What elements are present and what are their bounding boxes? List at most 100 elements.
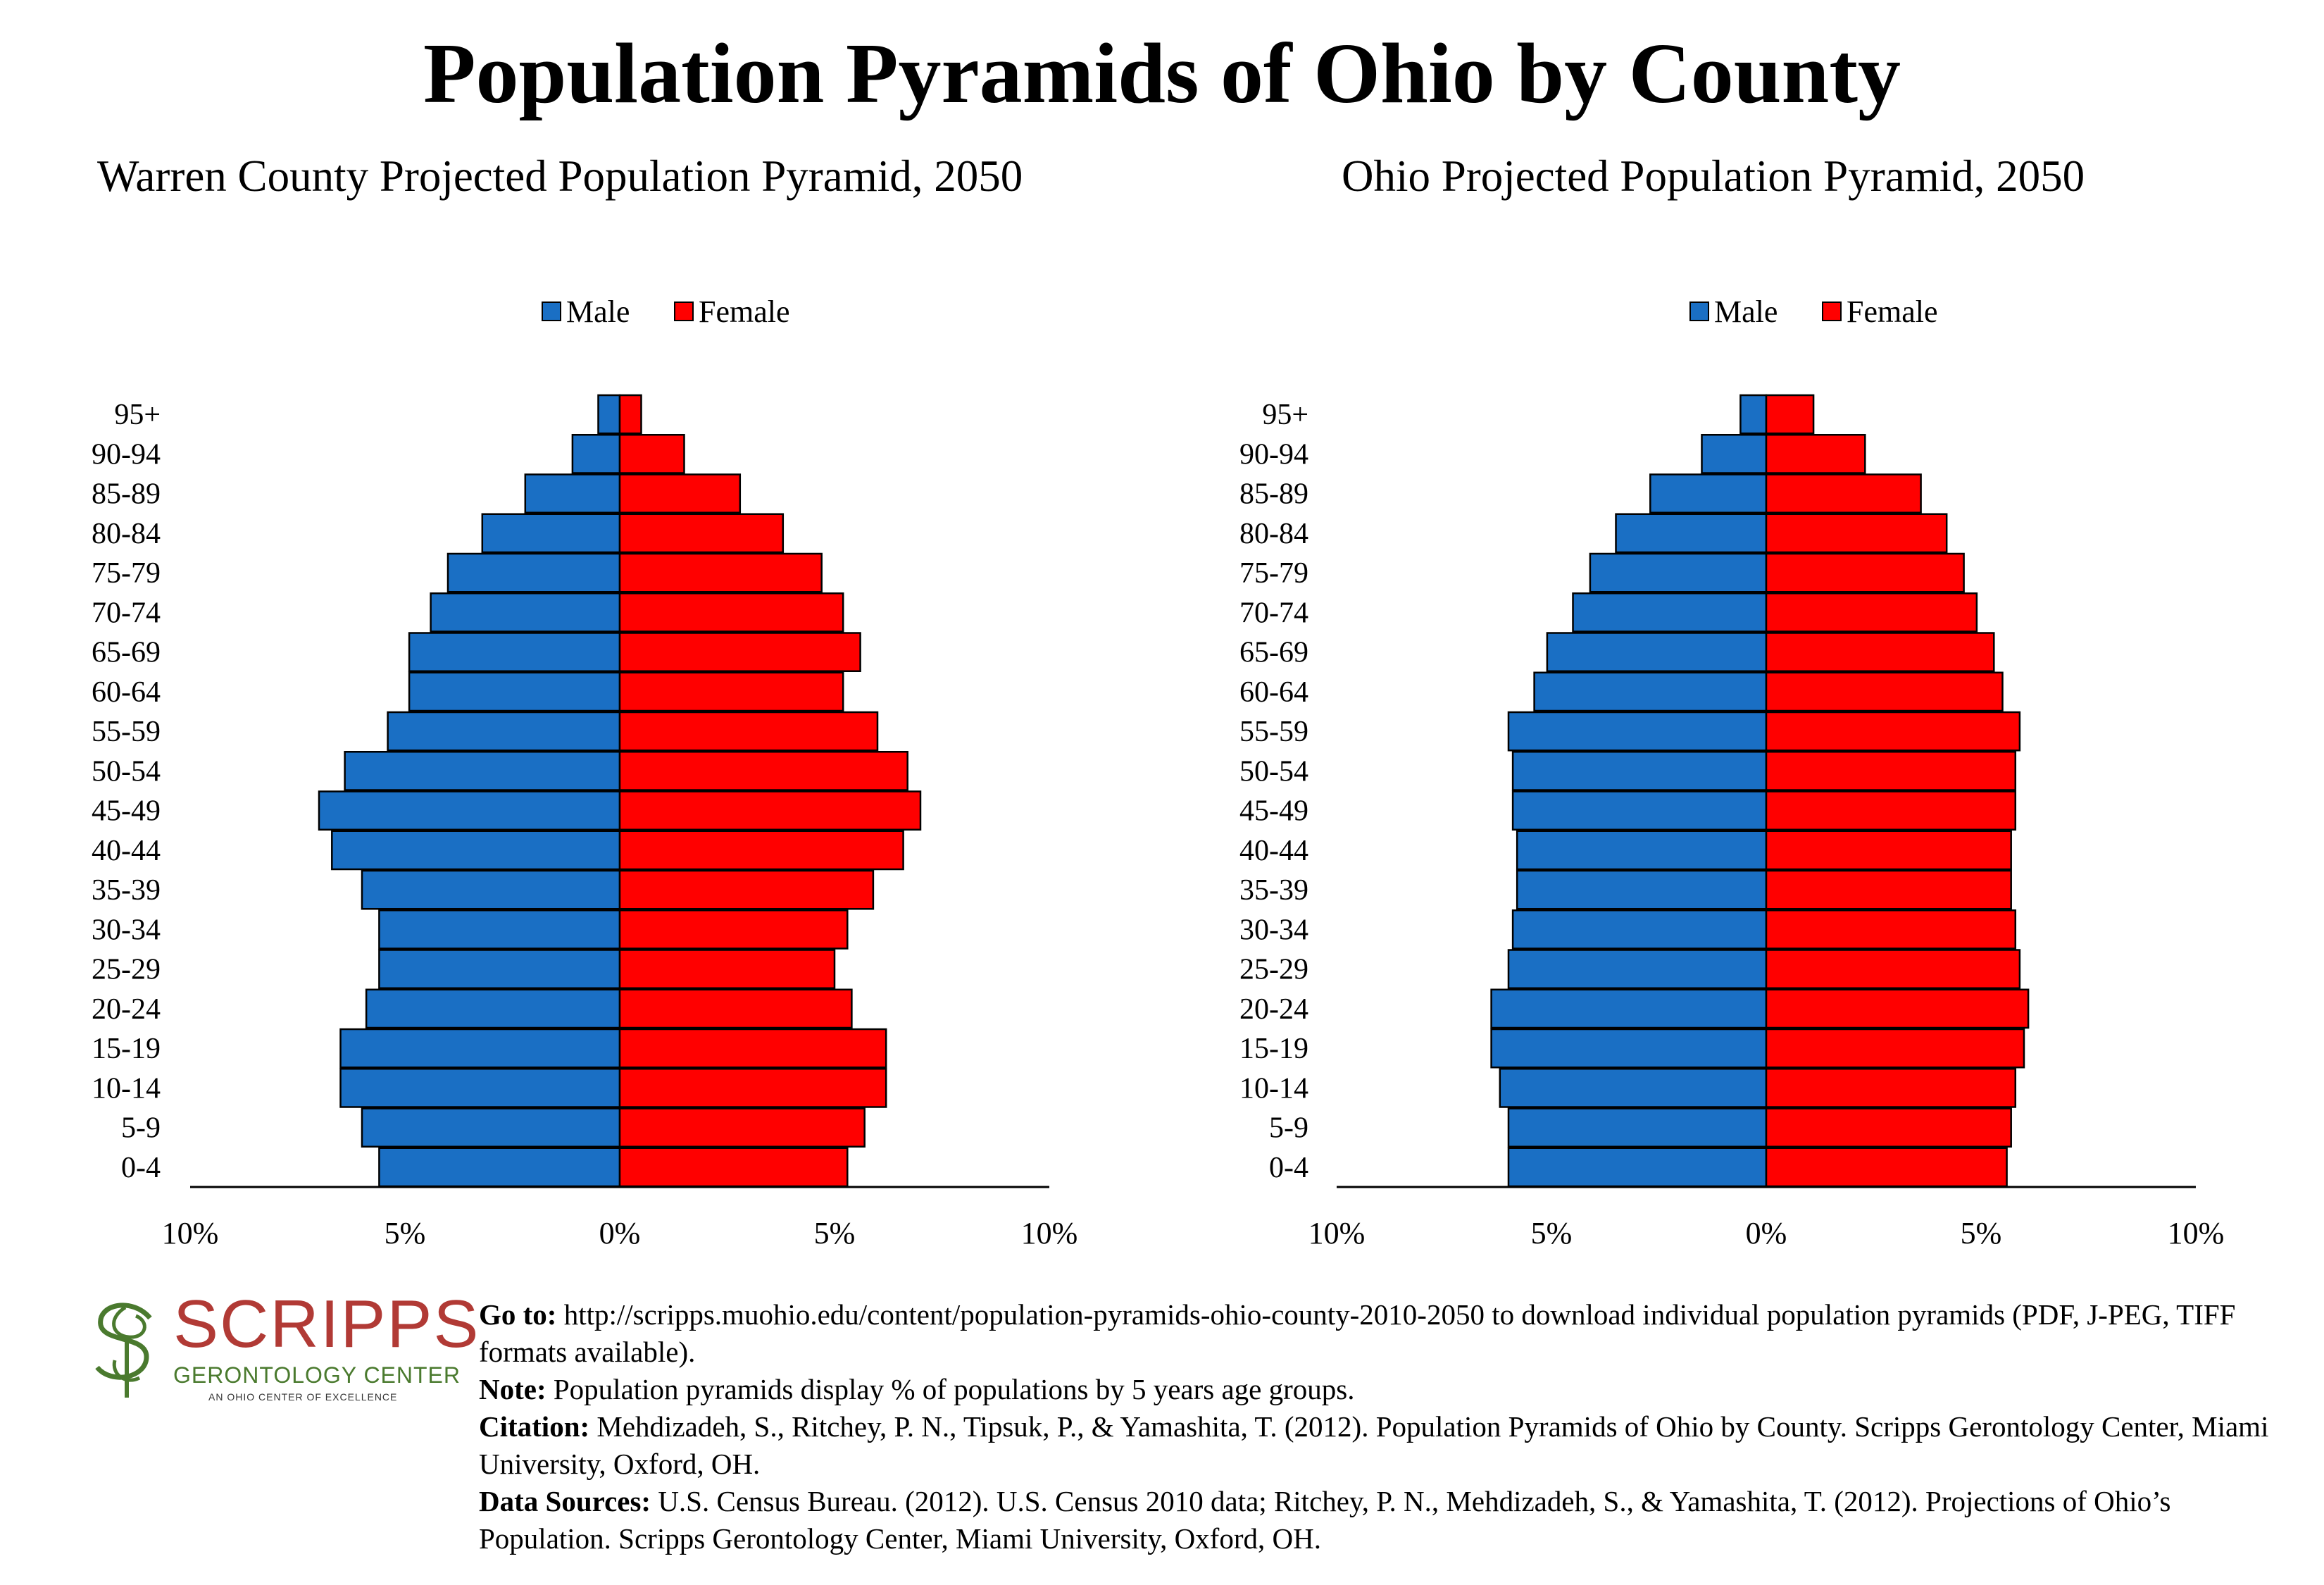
ohio-male-bar-30-34 — [1511, 909, 1768, 950]
logo-tagline: AN OHIO CENTER OF EXCELLENCE — [208, 1391, 398, 1403]
ohio-male-bar-10-14 — [1499, 1068, 1768, 1108]
ohio-age-label: 70-74 — [1239, 597, 1308, 629]
scripps-swirl-icon — [95, 1303, 152, 1398]
warren-age-label: 95+ — [114, 399, 161, 431]
warren-male-bar-5-9 — [361, 1107, 621, 1148]
pyramid-charts: 0-4 5-9 10-14 15-19 20-24 25-29 30-34 35-39 40-4… — [92, 294, 2225, 1250]
sources-note: Data Sources: U.S. Census Bureau. (2012)… — [479, 1483, 2310, 1558]
warren-female-bar-50-54 — [618, 751, 908, 791]
ohio-male-bar-80-84 — [1615, 513, 1768, 554]
warren-female-bar-10-14 — [618, 1068, 887, 1108]
warren-male-bar-55-59 — [387, 711, 621, 752]
ohio-age-label: 55-59 — [1239, 716, 1308, 748]
warren-male-bar-65-69 — [408, 632, 621, 672]
warren-male-bar-75-79 — [446, 552, 621, 593]
ohio-age-label: 15-19 — [1239, 1033, 1308, 1065]
ohio-male-bar-60-64 — [1533, 671, 1768, 712]
ohio-age-label: 25-29 — [1239, 954, 1308, 986]
ohio-legend-male-swatch — [1689, 302, 1709, 321]
warren-female-bar-85-89 — [618, 473, 742, 514]
ohio-male-bar-55-59 — [1507, 711, 1768, 752]
ohio-male-bar-45-49 — [1511, 790, 1768, 831]
ohio-male-bar-25-29 — [1507, 949, 1768, 989]
warren-female-bar-5-9 — [618, 1107, 866, 1148]
ohio-x-tick-label: 10% — [1308, 1216, 1366, 1250]
warren-female-bar-40-44 — [618, 830, 904, 871]
warren-age-label: 10-14 — [92, 1072, 161, 1105]
ohio-age-label: 50-54 — [1239, 755, 1308, 788]
ohio-female-bar-45-49 — [1765, 790, 2017, 831]
goto-text: http://scripps.muohio.edu/content/popula… — [479, 1298, 2236, 1368]
ohio-male-bar-70-74 — [1572, 592, 1768, 633]
ohio-age-label: 0-4 — [1269, 1152, 1308, 1184]
ohio-female-bar-85-89 — [1765, 473, 1922, 514]
warren-x-tick-label: 5% — [385, 1216, 426, 1250]
warren-male-bar-20-24 — [365, 988, 621, 1029]
warren-female-bar-70-74 — [618, 592, 844, 633]
sources-text: U.S. Census Bureau. (2012). U.S. Census … — [479, 1485, 2171, 1555]
ohio-female-bar-5-9 — [1765, 1107, 2012, 1148]
ohio-female-bar-55-59 — [1765, 711, 2021, 752]
warren-age-label: 90-94 — [92, 438, 161, 471]
ohio-age-label: 75-79 — [1239, 557, 1308, 590]
footer-notes: Go to: http://scripps.muohio.edu/content… — [479, 1296, 2310, 1558]
warren-male-bar-0-4 — [378, 1147, 621, 1188]
warren-female-bar-60-64 — [618, 671, 844, 712]
ohio-x-tick-label: 5% — [1531, 1216, 1573, 1250]
ohio-female-bar-35-39 — [1765, 869, 2012, 910]
warren-x-tick-label: 5% — [814, 1216, 856, 1250]
citation-label: Citation: — [479, 1410, 590, 1443]
ohio-male-bar-75-79 — [1589, 552, 1768, 593]
note-text: Population pyramids display % of populat… — [553, 1373, 1355, 1405]
ohio-male-bar-0-4 — [1507, 1147, 1768, 1188]
warren-male-bar-15-19 — [339, 1028, 621, 1069]
chart-title-ohio: Ohio Projected Population Pyramid, 2050 — [1342, 151, 2085, 201]
scripps-logo: SCRIPPS GERONTOLOGY CENTER AN OHIO CENTE… — [83, 1289, 478, 1409]
ohio-age-label: 85-89 — [1239, 478, 1308, 511]
warren-age-label: 5-9 — [121, 1112, 161, 1145]
ohio-male-bar-15-19 — [1490, 1028, 1768, 1069]
citation-note: Citation: Mehdizadeh, S., Ritchey, P. N.… — [479, 1408, 2310, 1483]
ohio-age-label: 10-14 — [1239, 1072, 1308, 1105]
ohio-male-bar-65-69 — [1546, 632, 1768, 672]
ohio-age-label: 20-24 — [1239, 993, 1308, 1026]
warren-female-bar-45-49 — [618, 790, 922, 831]
warren-female-bar-20-24 — [618, 988, 853, 1029]
warren-age-label: 85-89 — [92, 478, 161, 511]
warren-female-bar-95+ — [618, 394, 642, 435]
ohio-female-bar-10-14 — [1765, 1068, 2017, 1108]
warren-female-bar-30-34 — [618, 909, 849, 950]
warren-legend-female-label: Female — [699, 294, 790, 329]
warren-female-bar-25-29 — [618, 949, 836, 989]
ohio-female-bar-15-19 — [1765, 1028, 2025, 1069]
warren-male-bar-70-74 — [430, 592, 621, 633]
ohio-legend-female-label: Female — [1847, 294, 1938, 329]
ohio-age-label: 80-84 — [1239, 518, 1308, 550]
ohio-female-bar-50-54 — [1765, 751, 2017, 791]
warren-male-bar-25-29 — [378, 949, 621, 989]
warren-male-bar-95+ — [597, 394, 621, 435]
goto-note: Go to: http://scripps.muohio.edu/content… — [479, 1296, 2310, 1371]
warren-legend-male-label: Male — [566, 294, 630, 329]
ohio-age-label: 5-9 — [1269, 1112, 1308, 1145]
warren-female-bar-75-79 — [618, 552, 823, 593]
warren-age-label: 80-84 — [92, 518, 161, 550]
warren-x-tick-label: 10% — [1021, 1216, 1078, 1250]
ohio-legend-male-label: Male — [1714, 294, 1778, 329]
ohio-female-bar-0-4 — [1765, 1147, 2008, 1188]
warren-legend-female-swatch — [674, 302, 694, 321]
ohio-male-bar-50-54 — [1511, 751, 1768, 791]
ohio-age-label: 90-94 — [1239, 438, 1308, 471]
warren-x-tick-label: 10% — [162, 1216, 219, 1250]
warren-age-label: 35-39 — [92, 874, 161, 907]
warren-age-label: 55-59 — [92, 716, 161, 748]
ohio-x-tick-label: 10% — [2168, 1216, 2225, 1250]
warren-male-bar-35-39 — [361, 869, 621, 910]
ohio-male-bar-85-89 — [1649, 473, 1768, 514]
warren-male-bar-10-14 — [339, 1068, 621, 1108]
warren-age-label: 65-69 — [92, 637, 161, 669]
ohio-age-label: 95+ — [1262, 399, 1308, 431]
ohio-female-bar-60-64 — [1765, 671, 2004, 712]
ohio-female-bar-75-79 — [1765, 552, 1965, 593]
ohio-male-bar-90-94 — [1701, 434, 1768, 474]
